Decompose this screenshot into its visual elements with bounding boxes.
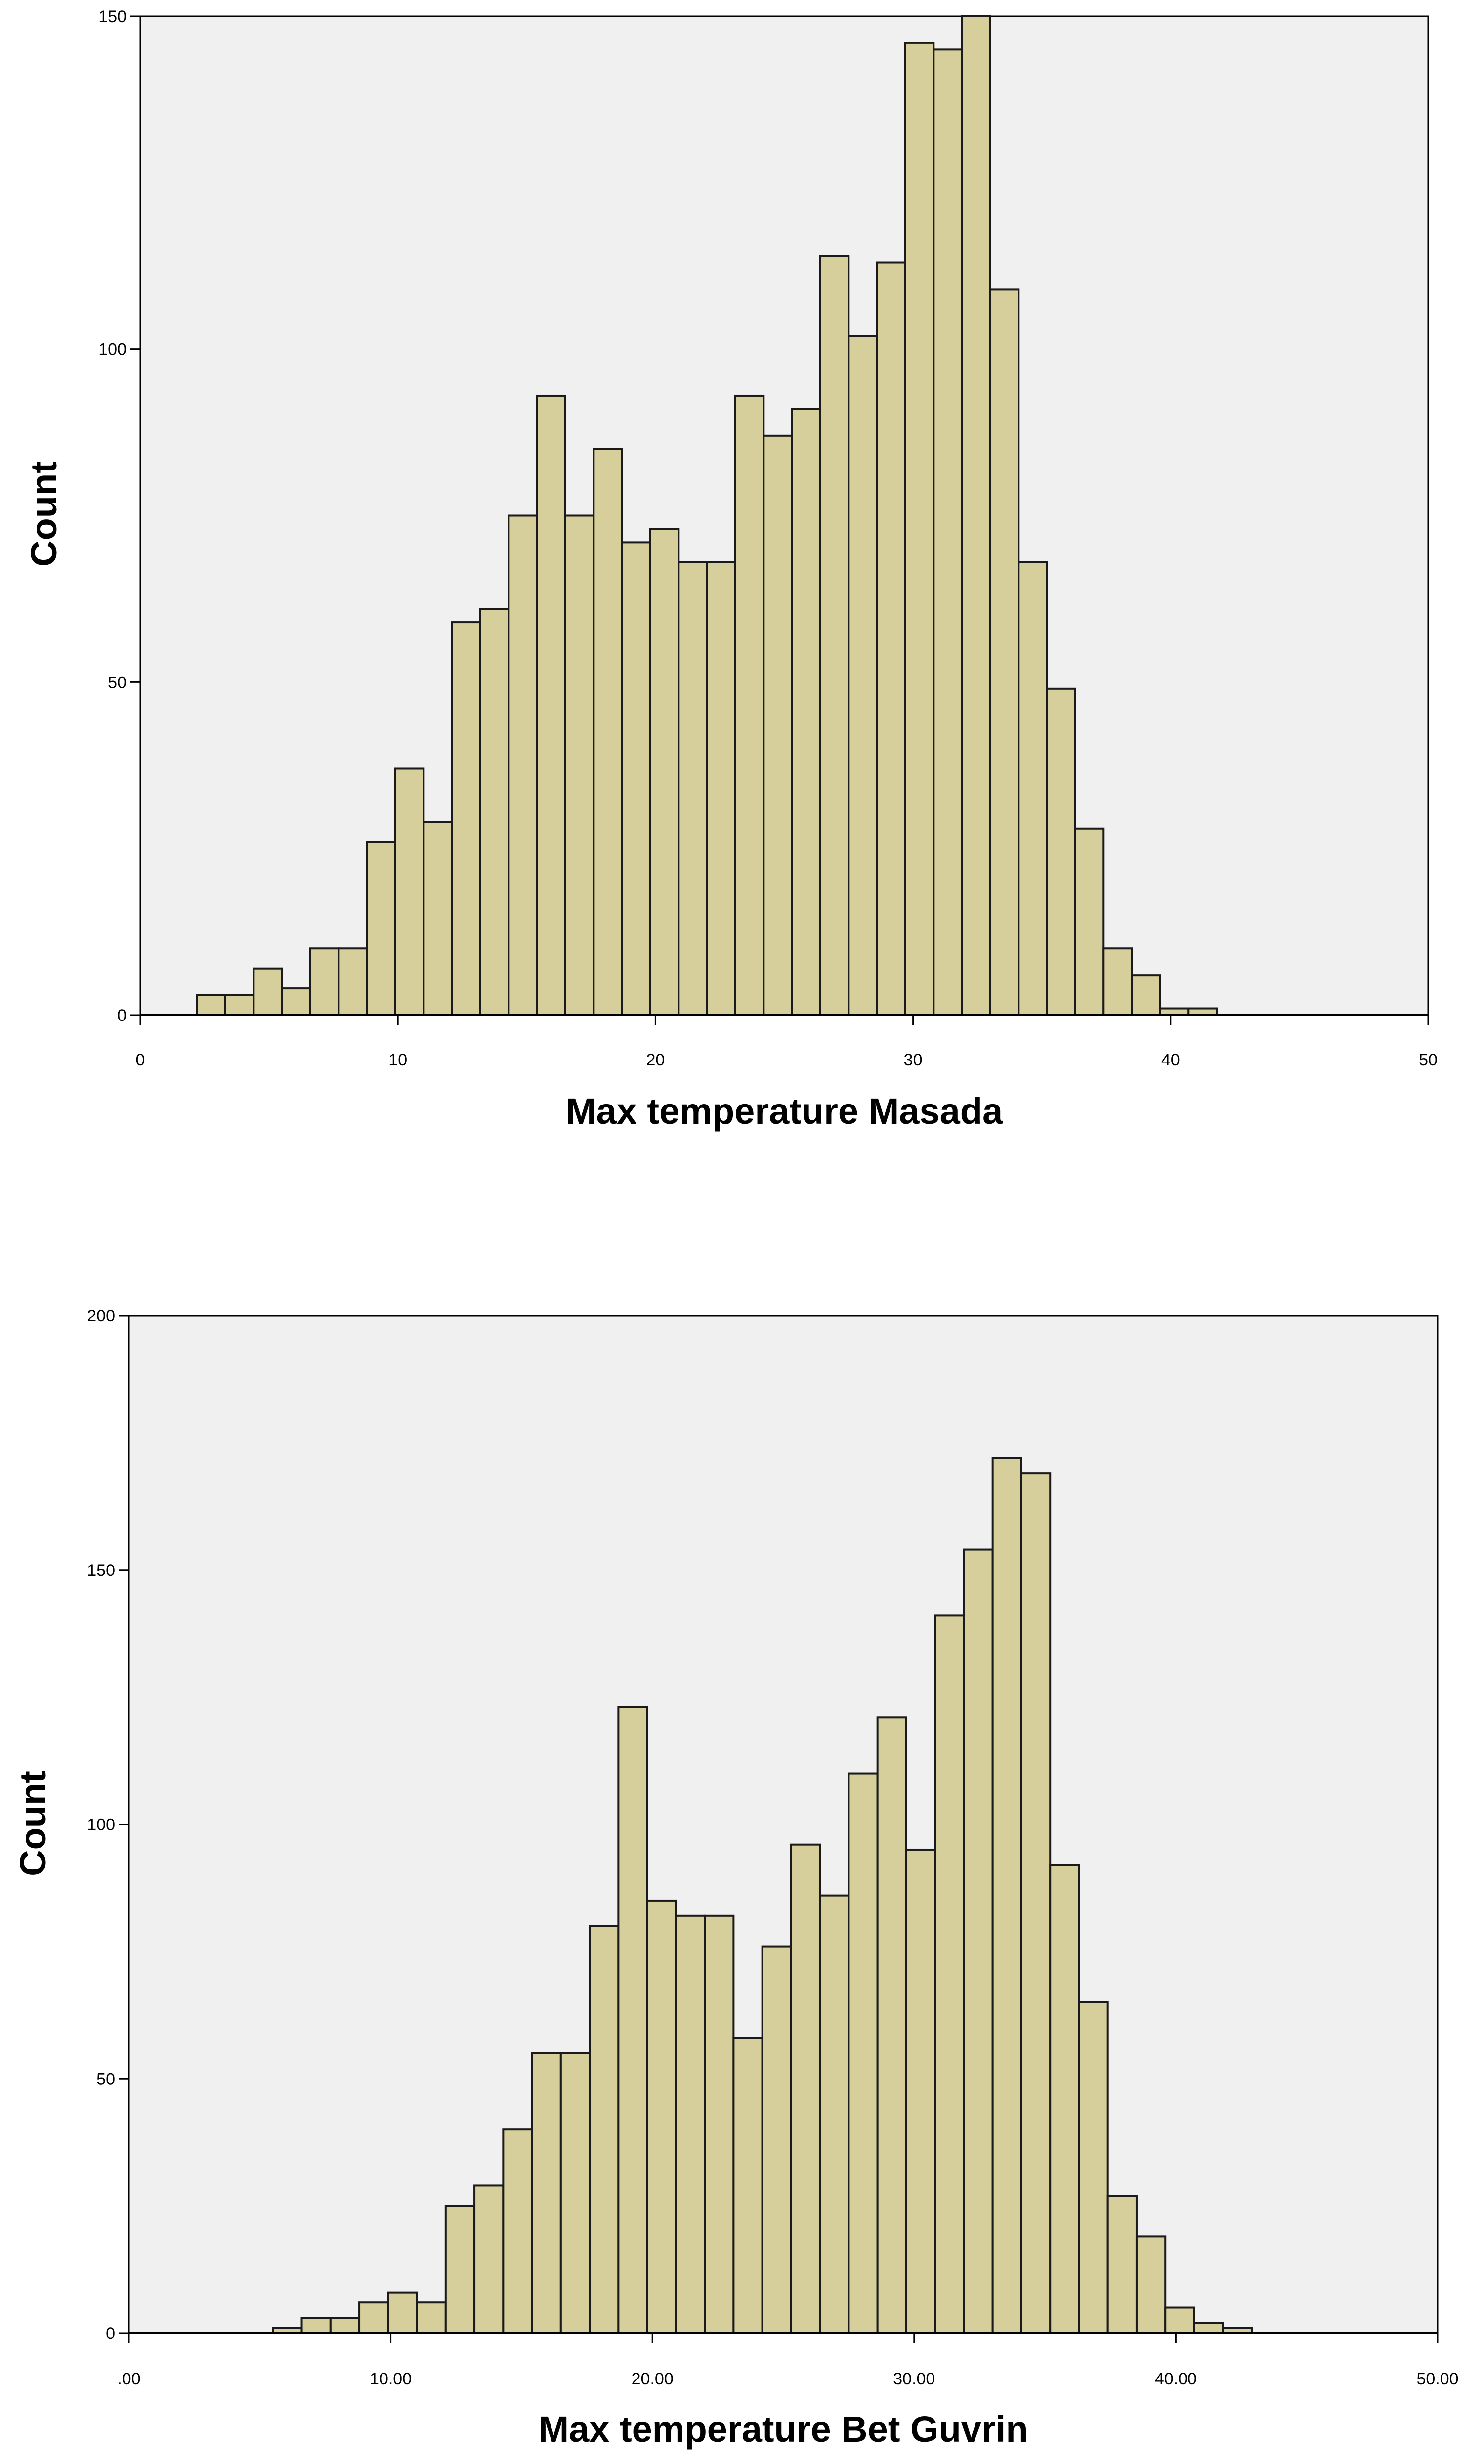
histogram-bar <box>1106 2195 1138 2335</box>
x-axis-title: Max temperature Bet Guvrin <box>538 2409 1028 2450</box>
y-tick-label: 100 <box>87 1816 115 1834</box>
y-axis-title: Count <box>12 1771 53 1876</box>
y-tick-label: 0 <box>106 2324 115 2343</box>
histogram-bar <box>1159 1007 1190 1016</box>
histogram-bar <box>559 2052 591 2334</box>
y-tick-label: 150 <box>87 1561 115 1580</box>
histogram-bar <box>300 2317 332 2335</box>
histogram-bar <box>1102 947 1133 1017</box>
histogram-bar <box>281 987 311 1017</box>
histogram-bar <box>734 394 765 1016</box>
histogram-bar <box>366 841 396 1017</box>
histogram-bar <box>309 947 340 1017</box>
histogram-bar <box>621 541 651 1016</box>
histogram-bet-guvrin: .00 10.00 20.00 30.00 40.00 50.00 0 50 100 150 200… <box>12 1307 1459 2450</box>
histogram-bar <box>508 514 538 1016</box>
histogram-bar <box>1135 2235 1167 2335</box>
x-tick-label: 40.00 <box>1155 2370 1197 2388</box>
histogram-bar <box>1193 2322 1224 2335</box>
histogram-bar <box>732 2037 763 2335</box>
histogram-bar <box>876 1716 907 2334</box>
histogram-bar <box>848 335 878 1016</box>
histogram-bar <box>1074 827 1105 1017</box>
histogram-bar <box>649 528 680 1016</box>
histogram-bar <box>819 1894 850 2334</box>
histogram-bar <box>646 1899 677 2335</box>
y-axis-title: Count <box>23 461 64 567</box>
y-tick-label: 150 <box>98 7 127 26</box>
histogram-bar <box>991 1457 1022 2334</box>
histogram-bar <box>905 1848 936 2335</box>
histogram-bar <box>675 1914 706 2335</box>
x-tick-label: 30 <box>904 1051 923 1069</box>
histogram-bar <box>1131 974 1161 1017</box>
x-tick-label: 10 <box>388 1051 407 1069</box>
y-tick-label: 0 <box>117 1006 127 1025</box>
histogram-bar <box>358 2301 389 2334</box>
histogram-bar <box>819 255 850 1016</box>
histogram-bar <box>387 2291 418 2335</box>
x-tick-label: 20.00 <box>632 2370 674 2388</box>
histogram-bar <box>444 2205 476 2334</box>
histogram-bar <box>790 1843 821 2334</box>
x-tick-label: 0 <box>136 1051 145 1069</box>
histogram-bar <box>961 15 991 1016</box>
histogram-bar <box>791 408 821 1017</box>
histogram-bar <box>253 967 283 1016</box>
y-tick-label: 50 <box>108 673 127 692</box>
histogram-bar <box>224 994 255 1016</box>
histogram-bar <box>473 2184 505 2334</box>
histogram-bar <box>451 621 481 1017</box>
y-tick-label: 200 <box>87 1307 115 1325</box>
y-tick-label: 100 <box>98 340 127 359</box>
histogram-bar <box>704 1914 735 2335</box>
histogram-masada: 0 10 20 30 40 50 0 50 100 150 Max temperature Masa… <box>23 7 1438 1132</box>
histogram-bar <box>196 994 226 1016</box>
histogram-bar <box>1018 561 1048 1016</box>
x-tick-label: 30.00 <box>893 2370 935 2388</box>
histogram-bar <box>1078 2001 1109 2334</box>
histogram-bar <box>761 1945 792 2335</box>
histogram-bar <box>934 1614 965 2334</box>
histogram-bar <box>848 1772 879 2334</box>
histogram-bar <box>1020 1472 1052 2334</box>
x-tick-label: 20 <box>646 1051 665 1069</box>
histogram-bar <box>876 261 906 1016</box>
histogram-bar <box>989 288 1020 1017</box>
histogram-bar <box>904 42 935 1017</box>
histogram-bar <box>933 48 963 1016</box>
histogram-bar <box>1049 1864 1080 2335</box>
histogram-bar <box>423 821 453 1016</box>
histogram-bar <box>564 514 595 1016</box>
histogram-bar <box>1046 687 1076 1016</box>
histogram-bar <box>589 1925 620 2334</box>
x-tick-label: 40 <box>1161 1051 1180 1069</box>
x-tick-label: 10.00 <box>370 2370 412 2388</box>
histogram-bar <box>963 1548 994 2335</box>
histogram-bar <box>394 767 425 1017</box>
histogram-bar <box>502 2128 533 2335</box>
histogram-bar <box>617 1706 648 2335</box>
histogram-bar <box>416 2301 447 2334</box>
histogram-bar <box>1187 1007 1218 1016</box>
x-axis-title: Max temperature Masada <box>566 1091 1003 1132</box>
histogram-bar <box>531 2052 562 2334</box>
histogram-bar <box>678 561 708 1016</box>
x-tick-label: .00 <box>117 2370 140 2388</box>
x-tick-label: 50 <box>1419 1051 1438 1069</box>
histogram-bar <box>329 2317 361 2335</box>
histogram-bar <box>479 608 510 1017</box>
histogram-bar <box>593 448 623 1016</box>
histogram-bar <box>536 394 566 1016</box>
x-tick-label: 50.00 <box>1416 2370 1458 2388</box>
histogram-bar <box>706 561 736 1016</box>
y-tick-label: 50 <box>96 2070 115 2088</box>
histogram-bar <box>338 947 368 1017</box>
histogram-bar <box>1164 2306 1195 2334</box>
histogram-bar <box>763 434 793 1017</box>
